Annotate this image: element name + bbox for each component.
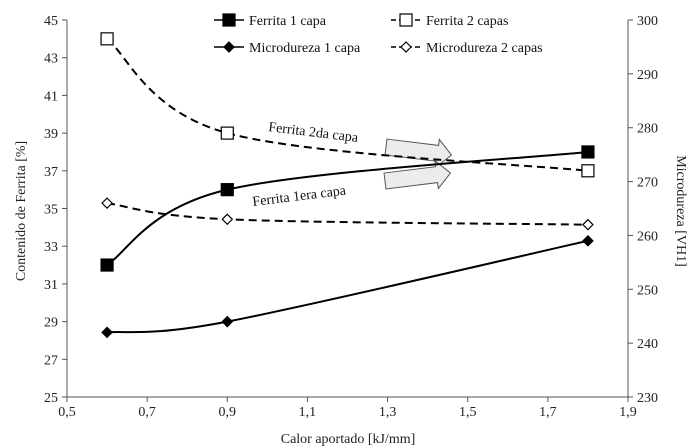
data-point [100, 32, 114, 46]
x-tick-label: 1,7 [539, 405, 557, 420]
annotation-arrow [383, 159, 452, 190]
data-point [220, 126, 234, 140]
axes [62, 19, 633, 402]
y-left-tick-label: 45 [44, 14, 58, 29]
data-point [101, 197, 113, 209]
y-axis-left-title: Contenido de Ferrita [%] [14, 141, 29, 281]
y-left-tick-label: 37 [44, 165, 58, 180]
series-line-4 [106, 202, 588, 226]
legend-marker [222, 13, 236, 27]
data-point [101, 326, 113, 339]
series-line-2 [106, 38, 589, 172]
series-lines [106, 38, 589, 334]
y-right-tick-label: 280 [637, 122, 658, 137]
x-tick-label: 0,5 [58, 405, 76, 420]
legend-marker [223, 41, 235, 53]
series-line-1 [106, 150, 589, 266]
data-point [100, 258, 114, 272]
legend-label: Ferrita 2 capas [426, 14, 508, 29]
series-markers [100, 32, 595, 339]
y-left-tick-label: 39 [44, 127, 58, 142]
data-point [582, 234, 594, 247]
x-tick-label: 0,9 [219, 405, 237, 420]
x-tick-label: 1,1 [299, 405, 317, 420]
y-left-tick-label: 33 [44, 240, 58, 255]
y-right-tick-label: 230 [637, 391, 658, 406]
y-left-tick-label: 25 [44, 391, 58, 406]
y-left-tick-label: 35 [44, 203, 58, 218]
x-tick-label: 1,5 [459, 405, 477, 420]
y-left-tick-label: 41 [44, 89, 58, 104]
y-left-tick-label: 27 [44, 353, 58, 368]
y-right-tick-label: 290 [637, 68, 658, 83]
y-left-tick-label: 31 [44, 278, 58, 293]
data-point [221, 315, 234, 328]
x-tick-label: 1,9 [619, 405, 637, 420]
y-right-tick-label: 300 [637, 14, 658, 29]
legend-marker [399, 13, 413, 27]
y-left-tick-label: 43 [44, 52, 58, 67]
data-point [221, 213, 234, 226]
legend: Ferrita 1 capa Ferrita 2 capas Microdureza… [214, 13, 543, 56]
y-right-tick-label: 260 [637, 229, 658, 244]
series-line-3 [106, 239, 589, 334]
data-point [581, 145, 595, 159]
legend-marker [400, 41, 412, 53]
y-right-tick-label: 240 [637, 337, 658, 352]
annotation-ferrita-1era-capa: Ferrita 1era capa [252, 184, 348, 210]
x-tick-label: 1,3 [379, 405, 397, 420]
legend-label: Ferrita 1 capa [249, 14, 327, 29]
annotation-ferrita-2da-capa: Ferrita 2da capa [268, 120, 360, 146]
y-axis-right-title: Microdureza [VH1] [673, 155, 687, 267]
data-point [582, 218, 594, 231]
y-right-tick-label: 250 [637, 283, 658, 298]
data-point [581, 164, 595, 178]
legend-label: Microdureza 2 capas [426, 41, 543, 56]
x-axis-title: Calor aportado [kJ/mm] [281, 432, 416, 447]
legend-label: Microdureza 1 capa [249, 41, 361, 56]
data-point [220, 183, 234, 197]
y-left-tick-label: 29 [44, 316, 58, 331]
y-right-tick-label: 270 [637, 176, 658, 191]
tick-labels: 0,5 0,7 0,9 1,1 1,3 1,5 1,7 1,9 25 27 29 31 33 35 37 39… [44, 14, 658, 420]
x-tick-label: 0,7 [138, 405, 156, 420]
